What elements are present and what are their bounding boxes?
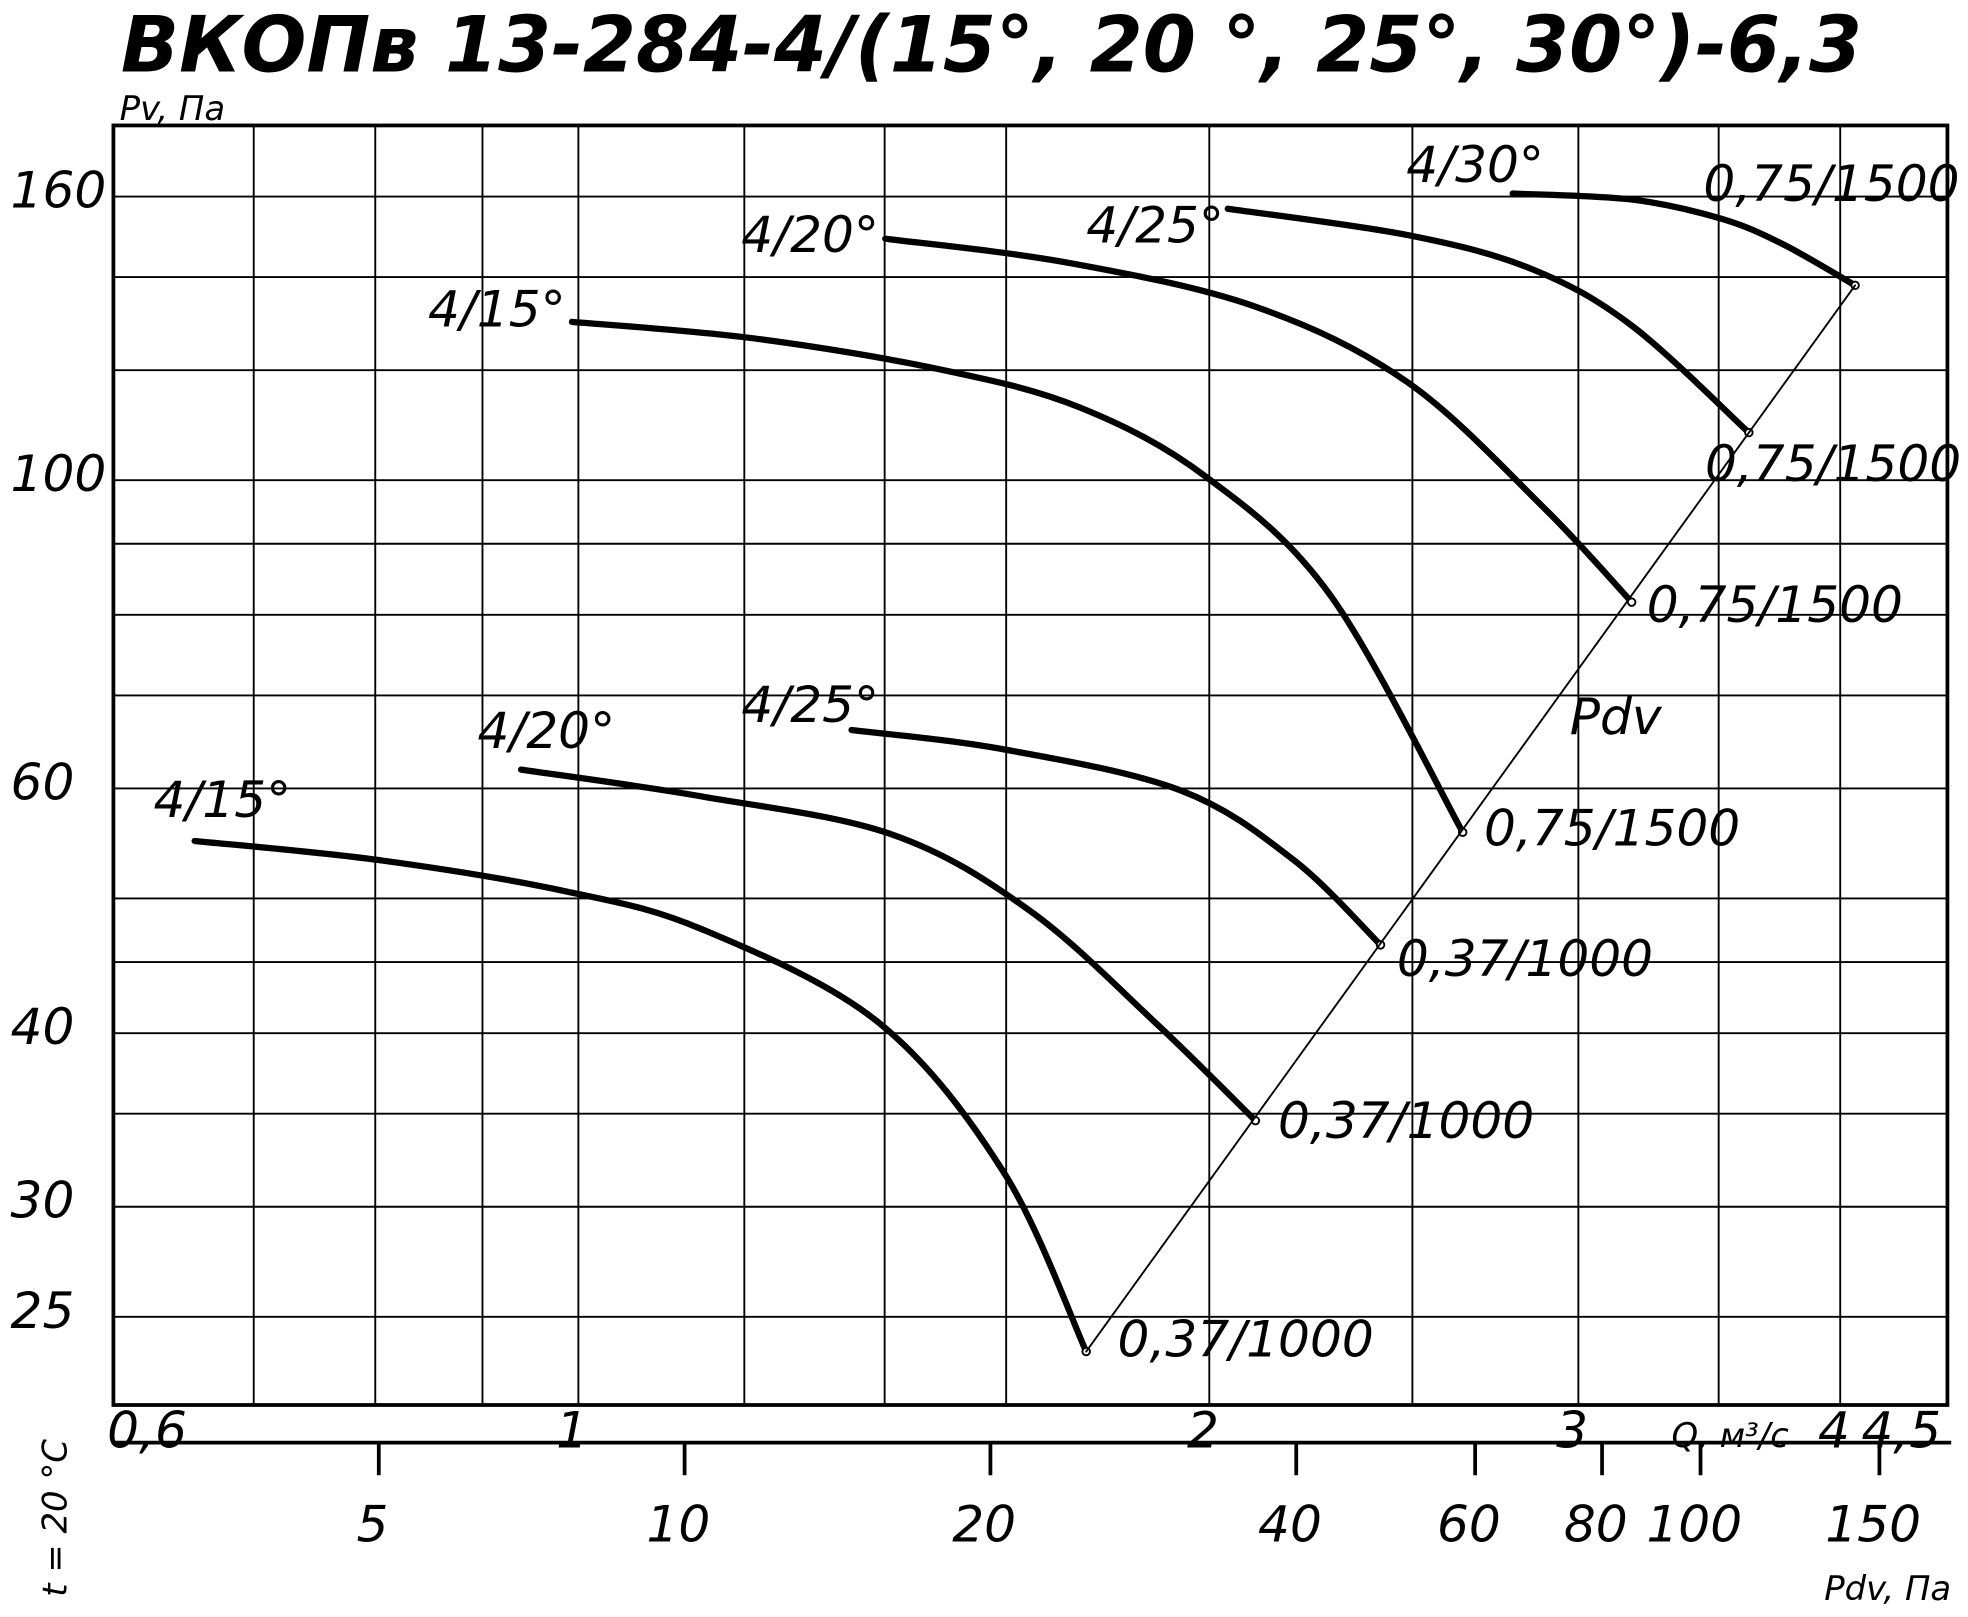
chart-title: ВКОПв 13-284-4/(15°, 20 °, 25°, 30°)-6,3 (121, 1, 1862, 91)
pdv-label: Pdv (1570, 687, 1663, 746)
x-tick-label: 0,6 (107, 1400, 187, 1459)
curve-label: 4/25° (741, 675, 879, 734)
side-label: t = 20 °C (35, 1439, 74, 1597)
curve (568, 318, 1466, 836)
x-tick-label: 1 (556, 1400, 588, 1459)
curve (1509, 190, 1859, 289)
end-label: 0,75/1500 (1484, 799, 1740, 858)
y-tick-label: 100 (11, 444, 107, 503)
x-tick-label: 3 (1556, 1400, 1588, 1459)
end-label: 0,75/1500 (1705, 434, 1961, 493)
x-tick-label: 4,5 (1861, 1400, 1941, 1459)
y-tick-label: 60 (11, 752, 75, 811)
x2-tick-label: 60 (1437, 1494, 1501, 1553)
x-axis-label: Q, м³/с (1671, 1416, 1789, 1455)
y-tick-label: 25 (11, 1281, 75, 1340)
curve (191, 837, 1090, 1355)
end-point (1626, 597, 1637, 607)
x2-tick-label: 40 (1258, 1494, 1322, 1553)
x-tick-label: 2 (1187, 1400, 1219, 1459)
y-tick-label: 40 (11, 997, 75, 1056)
y-axis-label: Pv, Па (120, 89, 225, 128)
end-label: 0,75/1500 (1703, 154, 1959, 213)
end-label: 0,37/1000 (1278, 1091, 1534, 1150)
y-tick-label: 30 (11, 1171, 75, 1230)
x2-axis-label: Pdv, Па (1824, 1569, 1951, 1608)
curve-label: 4/25° (1086, 195, 1224, 254)
x2-tick-label: 5 (357, 1494, 389, 1553)
curve-label: 4/20° (741, 205, 879, 264)
x2-tick-label: 80 (1564, 1494, 1628, 1553)
end-label: 0,37/1000 (1397, 929, 1653, 988)
curve (848, 726, 1384, 949)
plot-frame (111, 123, 1950, 1407)
x-tick-label: 4 (1818, 1400, 1850, 1459)
end-label: 0,37/1000 (1118, 1309, 1374, 1368)
curve (1224, 205, 1752, 436)
curve-label: 4/20° (477, 701, 615, 760)
curve (517, 766, 1259, 1124)
x2-tick-label: 20 (952, 1494, 1016, 1553)
y-tick-label: 160 (11, 161, 107, 220)
x2-tick-label: 100 (1646, 1494, 1742, 1553)
curve (882, 235, 1635, 606)
curve-label: 4/15° (428, 280, 566, 339)
curve-label: 4/15° (153, 770, 291, 829)
end-label: 0,75/1500 (1647, 575, 1903, 634)
pdv-line (1085, 284, 1857, 1353)
curve-label: 4/30° (1406, 135, 1544, 194)
x2-tick-label: 10 (646, 1494, 710, 1553)
x2-tick-label: 150 (1825, 1494, 1921, 1553)
